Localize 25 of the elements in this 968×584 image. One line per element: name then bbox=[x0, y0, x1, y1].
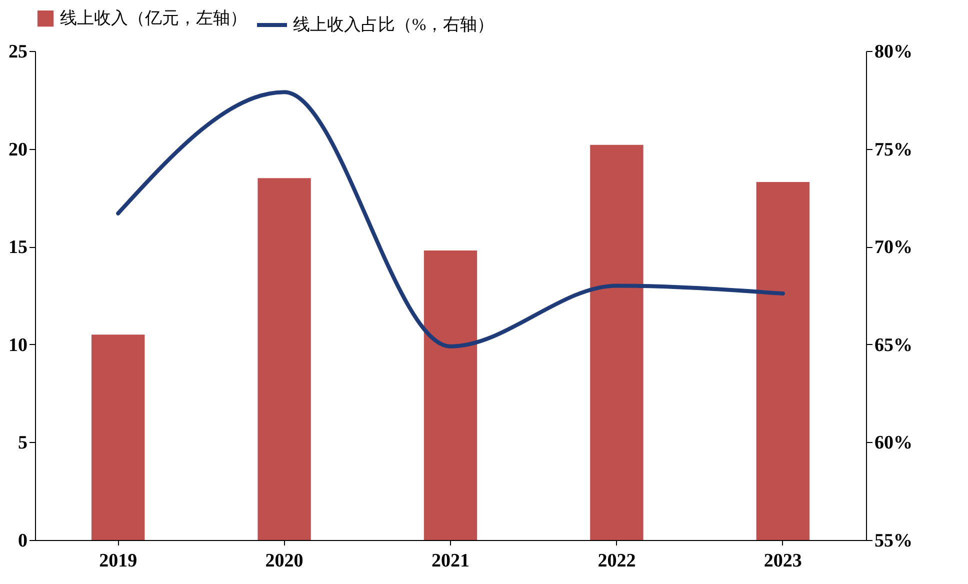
bar bbox=[590, 144, 644, 540]
x-tick-label: 2023 bbox=[764, 550, 802, 572]
y-tick-label: 25 bbox=[8, 42, 28, 62]
line-series bbox=[116, 90, 785, 348]
y2-tick-label: 75% bbox=[874, 139, 912, 160]
bar bbox=[92, 334, 145, 540]
bar bbox=[756, 182, 810, 540]
y-tick-label: 15 bbox=[8, 237, 28, 258]
y2-tick-label: 55% bbox=[874, 530, 912, 552]
legend-label: 线上收入（亿元，左轴） bbox=[60, 8, 247, 28]
y2-tick-label: 60% bbox=[874, 432, 912, 454]
y2-tick-label: 70% bbox=[874, 237, 912, 258]
legend-label: 线上收入占比（%，右轴） bbox=[293, 15, 494, 34]
x-tick-label: 2021 bbox=[432, 550, 470, 572]
y-tick-label: 5 bbox=[18, 432, 28, 454]
x-tick-label: 2019 bbox=[99, 550, 138, 572]
x-tick-label: 2020 bbox=[265, 550, 304, 572]
bar bbox=[424, 250, 478, 540]
bar bbox=[258, 178, 311, 540]
y-tick-label: 10 bbox=[8, 334, 28, 356]
y2-tick-label: 80% bbox=[874, 42, 912, 62]
y-tick-label: 0 bbox=[18, 530, 28, 552]
x-tick-label: 2022 bbox=[598, 550, 636, 572]
y-tick-label: 20 bbox=[8, 139, 28, 160]
y2-tick-label: 65% bbox=[874, 334, 912, 356]
